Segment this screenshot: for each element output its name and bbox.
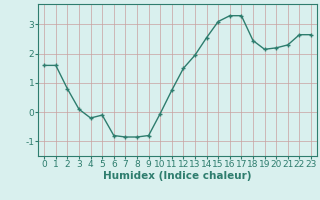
X-axis label: Humidex (Indice chaleur): Humidex (Indice chaleur) (103, 171, 252, 181)
